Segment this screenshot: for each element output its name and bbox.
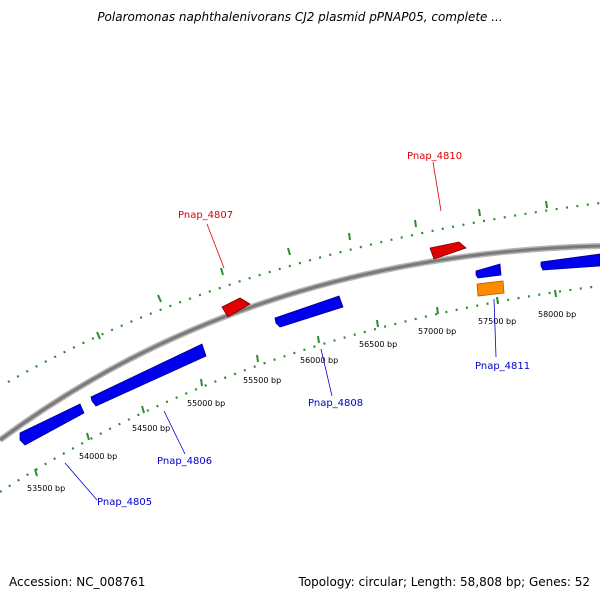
- reverse-genes: [19, 253, 600, 446]
- gene-label-pnap-4808[interactable]: Pnap_4808: [308, 398, 363, 409]
- bp-label: 55000 bp: [187, 399, 225, 408]
- bp-label: 54000 bp: [79, 452, 117, 461]
- gene-label-pnap-4807[interactable]: Pnap_4807: [178, 210, 233, 221]
- gene-label-pnap-4805[interactable]: Pnap_4805: [97, 497, 152, 508]
- gene-pnap-4810[interactable]: [429, 241, 467, 260]
- gene-pnap-4805[interactable]: [19, 403, 85, 446]
- gene-label-pnap-4806[interactable]: Pnap_4806: [157, 456, 212, 467]
- outer-tick-track: [7, 200, 600, 383]
- bp-label: 57000 bp: [418, 327, 456, 336]
- bp-label: 55500 bp: [243, 376, 281, 385]
- bp-label: 54500 bp: [132, 424, 170, 433]
- gene-callouts: Pnap_4805 Pnap_4806 Pnap_4807 Pnap_4808 …: [64, 151, 530, 508]
- gene-pnap-4808[interactable]: [274, 295, 344, 328]
- gene-label-pnap-4811[interactable]: Pnap_4811: [475, 361, 530, 372]
- map-title: Polaromonas naphthalenivorans CJ2 plasmi…: [97, 10, 503, 24]
- gene-pnap-4806[interactable]: [90, 343, 207, 407]
- other-genes: [476, 280, 505, 297]
- gene-pnap-4812[interactable]: [540, 253, 600, 271]
- bp-label: 56500 bp: [359, 340, 397, 349]
- forward-genes: [221, 241, 467, 318]
- gene-orange[interactable]: [476, 280, 505, 297]
- bp-label: 56000 bp: [300, 356, 338, 365]
- bp-label: 58000 bp: [538, 310, 576, 319]
- backbone-arc: [0, 243, 600, 443]
- bp-label: 53500 bp: [27, 484, 65, 493]
- gene-label-pnap-4810[interactable]: Pnap_4810: [407, 151, 462, 162]
- gene-pnap-4807[interactable]: [221, 297, 251, 318]
- accession-text: Accession: NC_008761: [9, 575, 146, 589]
- inner-tick-track: [0, 284, 600, 493]
- gene-pnap-4811[interactable]: [475, 263, 502, 279]
- bp-labels: 53500 bp 54000 bp 54500 bp 55000 bp 5550…: [27, 310, 576, 493]
- topology-summary: Topology: circular; Length: 58,808 bp; G…: [298, 575, 590, 589]
- bp-label: 57500 bp: [478, 317, 516, 326]
